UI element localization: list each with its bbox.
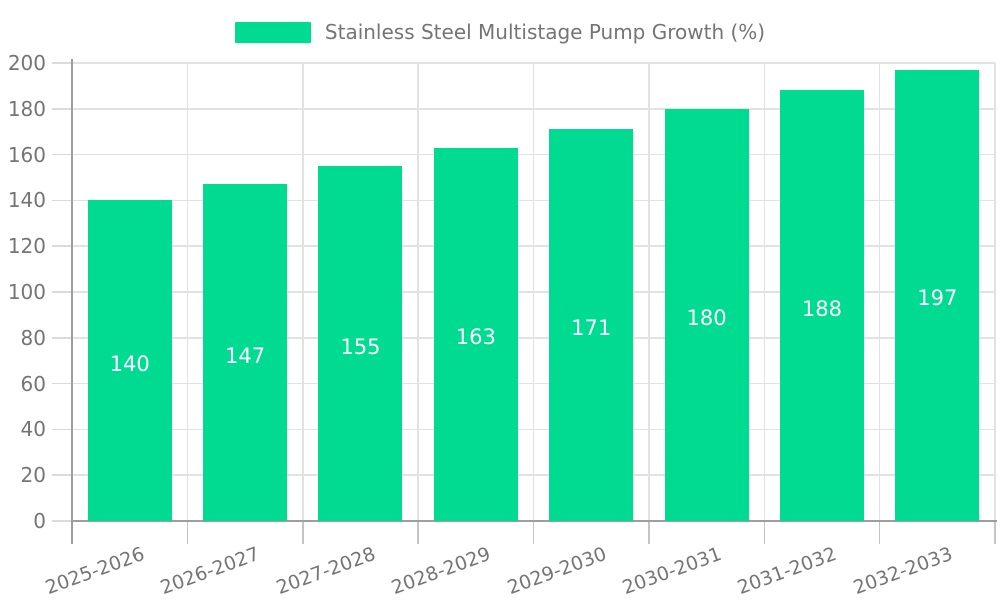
x-tick-label-text: 2030-2031	[619, 542, 725, 600]
y-tick-label: 100	[7, 280, 46, 304]
bar[interactable]	[779, 90, 864, 521]
y-tick-label: 20	[20, 463, 46, 488]
x-axis-tick	[878, 521, 881, 544]
legend-swatch-icon	[234, 21, 311, 43]
x-tick-label-text: 2031-2032	[734, 542, 840, 600]
bar-value-label: 140	[109, 351, 150, 376]
x-axis-tick	[648, 521, 650, 544]
y-tick-label: 80	[20, 325, 46, 350]
x-axis-tick	[302, 521, 304, 544]
y-tick-label: 160	[7, 142, 46, 167]
y-tick-label: 40	[20, 417, 46, 442]
v-gridline	[186, 63, 189, 521]
y-tick-label: 140	[7, 188, 46, 213]
v-gridline	[302, 63, 304, 521]
x-tick-label-text: 2032-2033	[850, 542, 956, 600]
y-axis-tick	[52, 474, 72, 476]
y-axis-tick	[52, 382, 72, 385]
bar[interactable]	[318, 166, 403, 521]
bar-value-label: 147	[225, 343, 266, 368]
y-tick-label: 200	[7, 51, 46, 75]
y-axis-tick	[52, 291, 72, 293]
bar-value-label: 188	[801, 296, 842, 321]
x-tick-label-text: 2027-2028	[273, 542, 379, 600]
x-axis-tick	[71, 521, 73, 544]
y-axis-tick	[52, 108, 72, 110]
bar-value-label: 180	[686, 305, 727, 330]
x-axis-tick	[186, 521, 189, 544]
bar[interactable]	[203, 184, 288, 521]
y-axis-tick	[52, 153, 72, 156]
x-axis-tick	[994, 521, 996, 544]
y-tick-label: 120	[7, 234, 46, 259]
legend[interactable]: Stainless Steel Multistage Pump Growth (…	[0, 19, 1000, 45]
y-axis-tick	[52, 62, 72, 64]
bar-value-label: 155	[340, 334, 381, 359]
y-tick-label: 0	[33, 509, 46, 533]
bar[interactable]	[87, 200, 172, 521]
x-tick-label-text: 2026-2027	[158, 542, 263, 600]
y-tick-label: 180	[7, 96, 46, 121]
bar-value-label: 163	[455, 325, 496, 350]
y-axis-tick	[52, 199, 72, 202]
bar-value-label: 197	[917, 286, 958, 311]
v-gridline	[417, 63, 419, 521]
y-axis-tick	[52, 337, 72, 339]
v-gridline	[994, 63, 996, 521]
bar[interactable]	[664, 108, 749, 521]
bar[interactable]	[895, 69, 980, 521]
x-axis-line	[71, 520, 997, 522]
v-gridline	[648, 63, 650, 521]
y-axis-line	[71, 59, 73, 521]
v-gridline	[763, 63, 765, 521]
y-tick-label: 60	[20, 371, 46, 396]
x-axis-tick	[532, 521, 535, 544]
legend-label: Stainless Steel Multistage Pump Growth (…	[324, 20, 766, 44]
x-tick-label-text: 2029-2030	[504, 542, 610, 600]
bar[interactable]	[433, 147, 518, 521]
y-axis-tick	[52, 245, 72, 247]
bar-value-label: 171	[571, 316, 612, 341]
bar[interactable]	[549, 129, 634, 521]
x-tick-label-text: 2028-2029	[388, 542, 494, 600]
y-axis-tick	[52, 428, 72, 431]
x-axis-tick	[417, 521, 419, 544]
x-tick-label-text: 2025-2026	[42, 542, 148, 600]
x-axis-tick	[763, 521, 765, 544]
y-axis-tick	[52, 520, 72, 522]
v-gridline	[878, 63, 881, 521]
v-gridline	[532, 63, 535, 521]
